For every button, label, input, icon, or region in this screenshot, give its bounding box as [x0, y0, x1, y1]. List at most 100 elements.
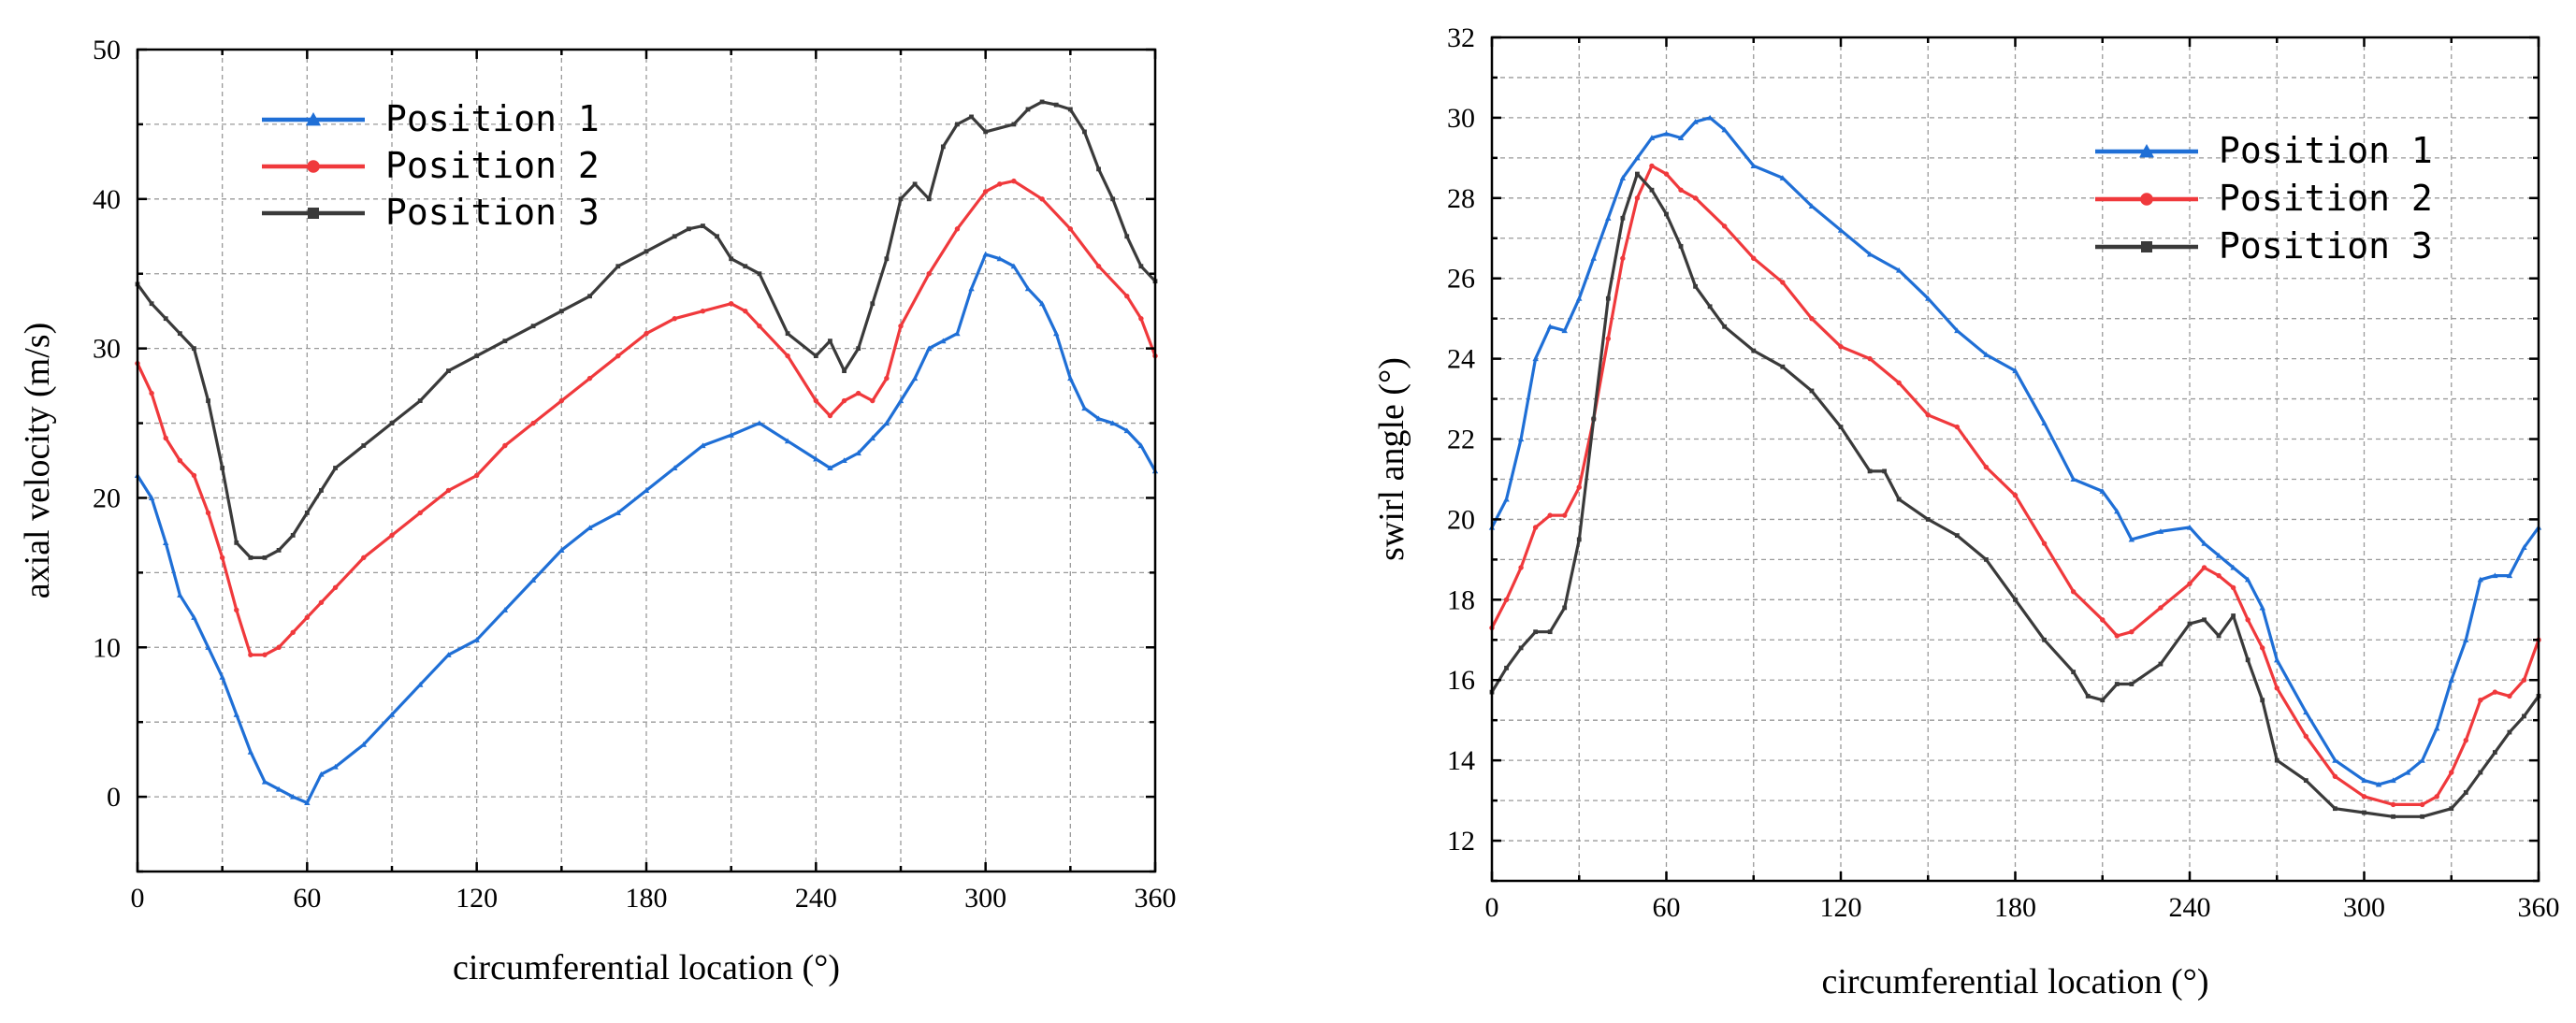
axial-velocity-series-1-point [247, 748, 254, 755]
swirl-angle-series-2-point [2478, 697, 2483, 703]
axial-velocity-series-3-point [192, 346, 196, 352]
axial-velocity-series-1-point [219, 674, 225, 680]
legend-item-position-2: Position 2 [262, 145, 600, 186]
swirl-angle-chart: 0 60 120 180 240 300 360 12 14 16 18 20 22 24 26 28 30 32… [1372, 22, 2560, 1001]
axial-velocity-series-1-point [332, 763, 339, 770]
swirl-angle-series-1-point [2114, 508, 2120, 514]
swirl-angle-series-1-point [1576, 295, 1583, 301]
swirl-angle-series-1-point [2332, 756, 2338, 763]
swirl-angle-series-2-point [1649, 163, 1655, 169]
swirl-angle-series-1-point [1750, 163, 1757, 169]
y-tick-label: 50 [93, 35, 121, 65]
axial-velocity-series-3-point [828, 339, 832, 344]
swirl-angle-series-1-point [1517, 436, 1525, 442]
swirl-angle-series-3-point [2303, 778, 2308, 784]
axial-velocity-series-1-point [191, 614, 197, 620]
axial-velocity-series-2-point [361, 555, 367, 561]
axial-velocity-series-3-point [1096, 166, 1101, 172]
swirl-angle-series-1-point [2404, 769, 2411, 775]
swirl-angle-series-2-point [2521, 677, 2527, 683]
swirl-angle-series-1-point [1866, 251, 1874, 257]
axial-velocity-series-3-point [558, 309, 564, 314]
swirl-angle-series-1-point [1677, 135, 1685, 140]
swirl-angle-y-axis-title: swirl angle (°) [1372, 357, 1411, 561]
axial-velocity-series-1-point [911, 375, 919, 382]
axial-velocity-series-3-point [757, 271, 762, 277]
swirl-angle-series-1-point [2375, 781, 2382, 787]
legend-item-position-1: Position 1 [2095, 130, 2433, 171]
axial-velocity-series-1-point [304, 800, 311, 806]
axial-velocity-series-3-point [474, 353, 480, 359]
axial-velocity-series-1-point [233, 711, 239, 717]
swirl-angle-series-1-point [2230, 564, 2236, 570]
axial-velocity-series-3-point [842, 368, 847, 374]
swirl-angle-series-2-point [2100, 617, 2106, 623]
axial-velocity-series-2-point [473, 472, 480, 479]
swirl-angle-series-2-point [1547, 512, 1553, 518]
swirl-angle-series-3-point [2129, 682, 2135, 686]
axial-velocity-series-1-point [982, 251, 989, 257]
swirl-angle-series-2-point [1692, 195, 1699, 201]
axial-velocity-series-3-point [644, 249, 649, 254]
x-tick-label: 0 [1485, 892, 1499, 923]
axial-velocity-series-1-point [177, 592, 183, 598]
axial-velocity-series-1-point [672, 465, 678, 471]
legend-label: Position 3 [385, 192, 600, 233]
axial-velocity-series-1-point [1024, 285, 1032, 292]
axial-velocity-x-axis-title: circumferential location (°) [453, 948, 840, 987]
swirl-angle-series-3-point [1533, 629, 1539, 635]
swirl-angle-series-1-point [1503, 496, 1510, 502]
swirl-angle-series-1-point [2215, 552, 2222, 558]
axial-velocity-series-1-point [1081, 405, 1088, 411]
y-tick-label: 20 [93, 483, 121, 513]
axial-velocity-series-3-point [446, 368, 451, 374]
swirl-angle-series-3-point [2114, 682, 2120, 686]
axial-velocity-series-3-point [672, 234, 677, 239]
swirl-angle-series-2-point [2259, 645, 2265, 651]
axial-velocity-series-2-point [827, 412, 833, 419]
swirl-angle-series-3-point [1925, 517, 1931, 522]
axial-velocity-series-2-point [728, 300, 734, 307]
swirl-angle-series-2-point [2274, 685, 2279, 691]
swirl-angle-series-1-point [2012, 367, 2019, 374]
swirl-angle-series-2-point [2492, 689, 2498, 695]
swirl-angle-series-2-point [2245, 617, 2250, 623]
axial-velocity-series-3-point [248, 555, 253, 560]
swirl-angle-series-2-point [1532, 525, 1539, 530]
axial-velocity-series-2-point [644, 330, 649, 337]
axial-velocity-series-2-point [982, 189, 989, 195]
y-tick-label: 30 [1447, 103, 1475, 134]
swirl-angle-series-3-point [2158, 661, 2164, 667]
axial-velocity-series-3-point [1082, 129, 1087, 135]
axial-velocity-series-1-point [784, 438, 791, 444]
axial-velocity-series-2-point [813, 397, 819, 404]
axial-velocity-series-2-point [318, 599, 325, 606]
axial-velocity-series-1-point [1010, 263, 1018, 269]
y-tick-label: 24 [1447, 344, 1475, 375]
swirl-angle-series-1-point [2463, 637, 2469, 642]
swirl-angle-series-3-point [2420, 814, 2425, 819]
legend-item-position-2: Position 2 [2095, 178, 2433, 219]
swirl-angle-series-3-point [2245, 657, 2250, 663]
swirl-angle-series-1-point [2070, 476, 2077, 483]
axial-velocity-series-2-point [586, 375, 593, 382]
axial-velocity-series-2-point [177, 457, 183, 464]
axial-velocity-series-2-point [205, 510, 211, 516]
swirl-angle-series-3-point [2391, 814, 2395, 819]
axial-velocity-series-3-point [1067, 107, 1073, 112]
swirl-angle-series-3-point [2362, 810, 2366, 815]
axial-velocity-series-2-point [149, 390, 154, 396]
axial-velocity-series-3-point [1138, 264, 1144, 269]
swirl-angle-series-2-point [1503, 597, 1510, 603]
axial-velocity-series-1-point [318, 771, 325, 777]
axial-velocity-series-1-point [163, 540, 169, 545]
axial-velocity-series-3-point [884, 256, 890, 262]
swirl-angle-series-1-point [2274, 656, 2280, 663]
swirl-angle-series-1-point [2244, 576, 2251, 583]
swirl-angle-series-1-point [1605, 215, 1612, 221]
x-tick-label: 240 [2169, 892, 2211, 923]
axial-velocity-series-2-point [262, 652, 268, 657]
axial-velocity-series-2-point [1124, 293, 1130, 299]
x-tick-label: 60 [1653, 892, 1681, 923]
swirl-angle-series-2-point [2230, 584, 2236, 591]
